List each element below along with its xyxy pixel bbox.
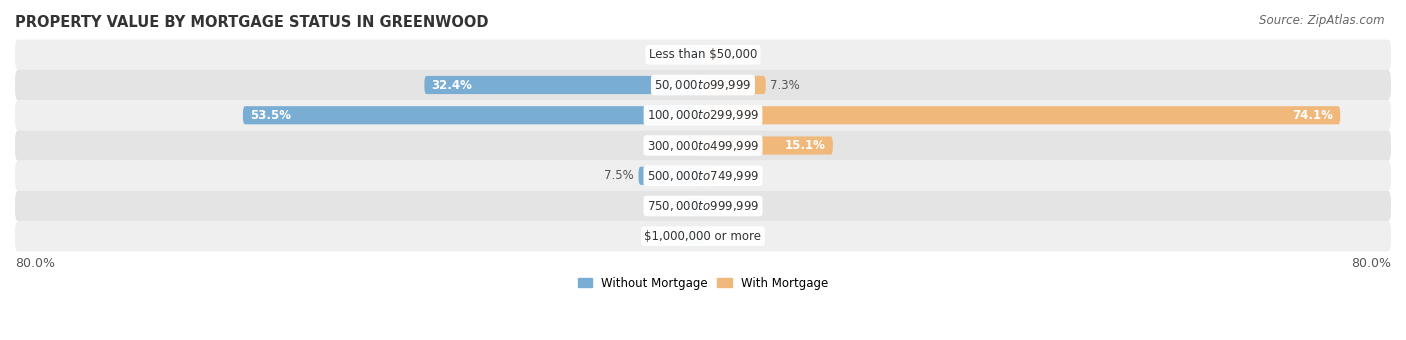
FancyBboxPatch shape <box>425 76 703 94</box>
Text: $100,000 to $299,999: $100,000 to $299,999 <box>647 108 759 122</box>
Text: 15.1%: 15.1% <box>785 139 825 152</box>
Text: 2.3%: 2.3% <box>650 48 679 61</box>
FancyBboxPatch shape <box>638 167 703 185</box>
Text: $50,000 to $99,999: $50,000 to $99,999 <box>654 78 752 92</box>
FancyBboxPatch shape <box>683 46 703 64</box>
Text: 7.5%: 7.5% <box>605 169 634 182</box>
Text: $300,000 to $499,999: $300,000 to $499,999 <box>647 138 759 153</box>
Text: Source: ZipAtlas.com: Source: ZipAtlas.com <box>1260 14 1385 27</box>
Text: Less than $50,000: Less than $50,000 <box>648 48 758 61</box>
Text: 1.2%: 1.2% <box>658 139 689 152</box>
FancyBboxPatch shape <box>703 106 1340 124</box>
FancyBboxPatch shape <box>15 70 1391 100</box>
FancyBboxPatch shape <box>15 100 1391 130</box>
FancyBboxPatch shape <box>693 136 703 155</box>
FancyBboxPatch shape <box>689 197 703 215</box>
Legend: Without Mortgage, With Mortgage: Without Mortgage, With Mortgage <box>574 272 832 294</box>
Text: PROPERTY VALUE BY MORTGAGE STATUS IN GREENWOOD: PROPERTY VALUE BY MORTGAGE STATUS IN GRE… <box>15 15 488 30</box>
Text: 1.7%: 1.7% <box>654 230 685 243</box>
Text: 53.5%: 53.5% <box>250 109 291 122</box>
FancyBboxPatch shape <box>15 40 1391 70</box>
Text: 7.3%: 7.3% <box>770 79 800 91</box>
FancyBboxPatch shape <box>703 136 832 155</box>
Text: 2.2%: 2.2% <box>727 48 756 61</box>
Text: $500,000 to $749,999: $500,000 to $749,999 <box>647 169 759 183</box>
FancyBboxPatch shape <box>243 106 703 124</box>
FancyBboxPatch shape <box>703 46 721 64</box>
FancyBboxPatch shape <box>689 227 703 245</box>
FancyBboxPatch shape <box>15 160 1391 191</box>
Text: 80.0%: 80.0% <box>1351 257 1391 270</box>
Text: $1,000,000 or more: $1,000,000 or more <box>644 230 762 243</box>
FancyBboxPatch shape <box>703 76 766 94</box>
Text: 32.4%: 32.4% <box>432 79 472 91</box>
FancyBboxPatch shape <box>703 167 714 185</box>
FancyBboxPatch shape <box>15 221 1391 251</box>
Text: $750,000 to $999,999: $750,000 to $999,999 <box>647 199 759 213</box>
Text: 1.6%: 1.6% <box>655 200 685 212</box>
Text: 74.1%: 74.1% <box>1292 109 1333 122</box>
FancyBboxPatch shape <box>15 191 1391 221</box>
FancyBboxPatch shape <box>15 130 1391 160</box>
Text: 1.3%: 1.3% <box>718 169 748 182</box>
Text: 80.0%: 80.0% <box>15 257 55 270</box>
